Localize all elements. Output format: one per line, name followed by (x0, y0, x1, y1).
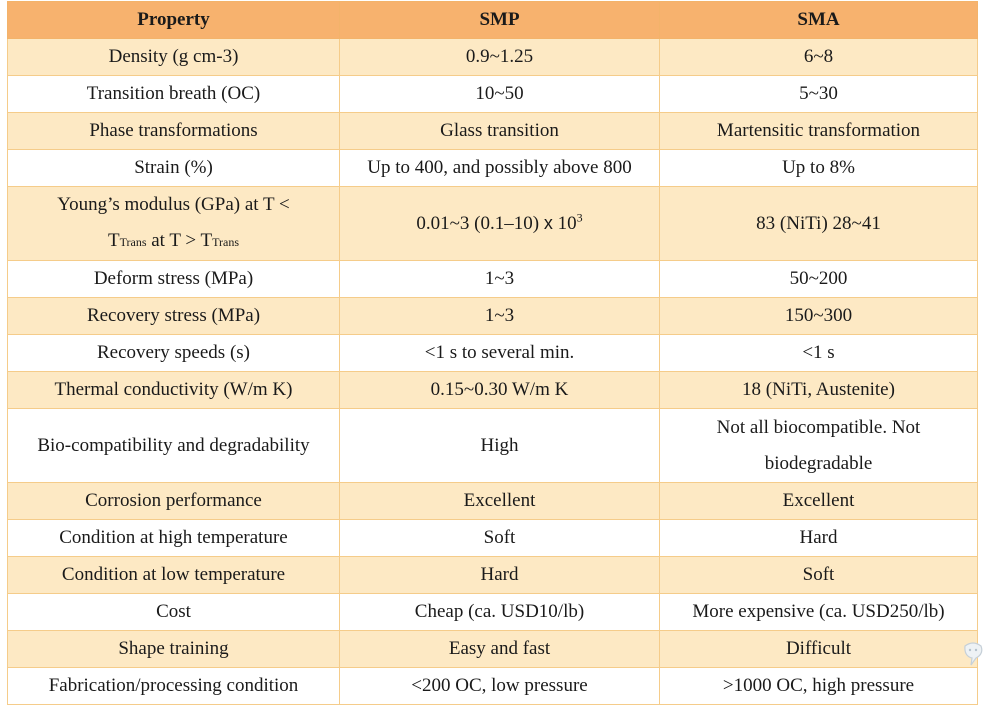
sma-cell: More expensive (ca. USD250/lb) (659, 593, 978, 631)
sma-cell: 50~200 (659, 260, 978, 298)
smp-cell: Up to 400, and possibly above 800 (339, 149, 660, 187)
sma-cell: >1000 OC, high pressure (659, 667, 978, 705)
property-cell: Fabrication/processing condition (7, 667, 340, 705)
table-row: Recovery speeds (s) <1 s to several min.… (7, 334, 978, 372)
sma-cell: 18 (NiTi, Austenite) (659, 371, 978, 409)
smp-cell: 1~3 (339, 260, 660, 298)
table-row: Cost Cheap (ca. USD10/lb) More expensive… (7, 593, 978, 631)
table-row: Young’s modulus (GPa) at T < TTrans at T… (7, 186, 978, 261)
smp-exponent: 3 (576, 210, 583, 225)
table-row: Transition breath (OC) 10~50 5~30 (7, 75, 978, 113)
smp-cell: 0.01~3 (0.1–10) x 103 (339, 186, 660, 261)
property-cell: Shape training (7, 630, 340, 668)
smp-cell: <200 OC, low pressure (339, 667, 660, 705)
sma-line2: biodegradable (764, 452, 873, 474)
smp-cell: Cheap (ca. USD10/lb) (339, 593, 660, 631)
sma-cell: Up to 8% (659, 149, 978, 187)
header-property: Property (7, 1, 340, 39)
smp-cell: Easy and fast (339, 630, 660, 668)
comparison-table: Property SMP SMA Density (g cm-3) 0.9~1.… (7, 1, 978, 705)
table-row: Shape training Easy and fast Difficult (7, 630, 978, 668)
property-cell: Bio-compatibility and degradability (7, 408, 340, 483)
sma-cell: Martensitic transformation (659, 112, 978, 150)
property-cell: Recovery stress (MPa) (7, 297, 340, 335)
sma-cell: 5~30 (659, 75, 978, 113)
table-row: Bio-compatibility and degradability High… (7, 408, 978, 483)
smp-times: x (543, 213, 553, 233)
property-t1: T (107, 230, 120, 251)
smp-cell: 0.9~1.25 (339, 38, 660, 76)
smp-ten: 10 (552, 213, 577, 234)
header-smp: SMP (339, 1, 660, 39)
property-cell: Transition breath (OC) (7, 75, 340, 113)
property-subscript-trans-2: Trans (212, 235, 240, 249)
property-cell: Deform stress (MPa) (7, 260, 340, 298)
header-row: Property SMP SMA (7, 1, 978, 39)
property-cell: Condition at low temperature (7, 556, 340, 594)
sma-cell: 150~300 (659, 297, 978, 335)
table-row: Condition at low temperature Hard Soft (7, 556, 978, 594)
sma-cell: Excellent (659, 482, 978, 520)
smp-base: 0.01~3 (0.1–10) (416, 213, 544, 234)
smp-cell: 1~3 (339, 297, 660, 335)
smp-cell: Excellent (339, 482, 660, 520)
property-cell: Corrosion performance (7, 482, 340, 520)
table-row: Fabrication/processing condition <200 OC… (7, 667, 978, 705)
sma-cell: Soft (659, 556, 978, 594)
smp-cell: 0.15~0.30 W/m K (339, 371, 660, 409)
sma-cell: 83 (NiTi) 28~41 (659, 186, 978, 261)
table-row: Strain (%) Up to 400, and possibly above… (7, 149, 978, 187)
property-cell: Density (g cm-3) (7, 38, 340, 76)
smp-cell: <1 s to several min. (339, 334, 660, 372)
property-cell: Young’s modulus (GPa) at T < TTrans at T… (7, 186, 340, 261)
smp-cell: Soft (339, 519, 660, 557)
sma-cell: Difficult (659, 630, 978, 668)
table-row: Deform stress (MPa) 1~3 50~200 (7, 260, 978, 298)
sma-cell: Hard (659, 519, 978, 557)
smp-cell: Glass transition (339, 112, 660, 150)
property-subscript-trans: Trans (119, 235, 147, 249)
property-mid: at T > T (146, 230, 213, 251)
table-row: Recovery stress (MPa) 1~3 150~300 (7, 297, 978, 335)
property-cell: Condition at high temperature (7, 519, 340, 557)
sma-line1: Not all biocompatible. Not (716, 416, 921, 438)
property-cell: Thermal conductivity (W/m K) (7, 371, 340, 409)
chat-bubble-icon (962, 636, 984, 674)
property-cell: Recovery speeds (s) (7, 334, 340, 372)
property-cell: Phase transformations (7, 112, 340, 150)
table-row: Density (g cm-3) 0.9~1.25 6~8 (7, 38, 978, 76)
smp-cell: High (339, 408, 660, 483)
table-row: Thermal conductivity (W/m K) 0.15~0.30 W… (7, 371, 978, 409)
smp-cell: Hard (339, 556, 660, 594)
sma-cell: Not all biocompatible. Not biodegradable (659, 408, 978, 483)
table-row: Phase transformations Glass transition M… (7, 112, 978, 150)
table-row: Corrosion performance Excellent Excellen… (7, 482, 978, 520)
property-cell: Cost (7, 593, 340, 631)
table-row: Condition at high temperature Soft Hard (7, 519, 978, 557)
property-cell: Strain (%) (7, 149, 340, 187)
sma-cell: <1 s (659, 334, 978, 372)
property-line1: Young’s modulus (GPa) at T < (57, 194, 290, 215)
header-sma: SMA (659, 1, 978, 39)
smp-cell: 10~50 (339, 75, 660, 113)
sma-cell: 6~8 (659, 38, 978, 76)
